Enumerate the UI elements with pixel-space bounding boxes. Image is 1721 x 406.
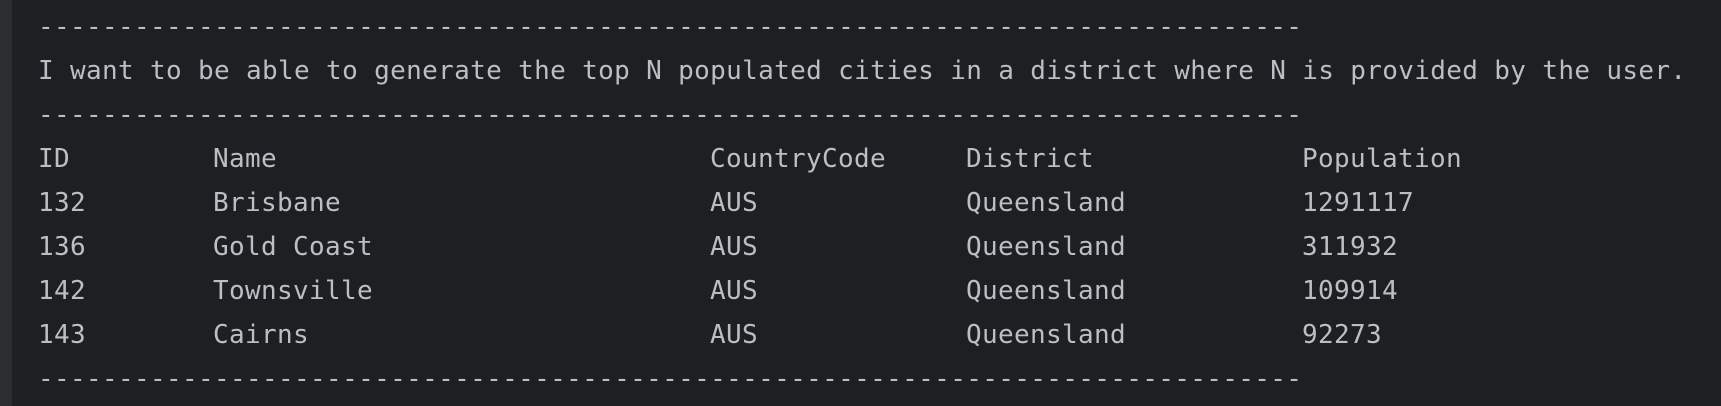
column-header-district: District bbox=[966, 144, 1095, 174]
table-header-row: ID Name CountryCode District Population bbox=[0, 137, 1721, 181]
column-header-countrycode: CountryCode bbox=[710, 144, 887, 174]
cell-district: Queensland bbox=[966, 232, 1127, 262]
cell-district: Queensland bbox=[966, 320, 1127, 350]
cell-id: 143 bbox=[38, 320, 87, 350]
cell-population: 1291117 bbox=[1302, 188, 1415, 218]
cell-countrycode: AUS bbox=[710, 320, 759, 350]
cell-countrycode: AUS bbox=[710, 276, 759, 306]
cell-name: Gold Coast bbox=[213, 232, 374, 262]
column-header-id: ID bbox=[38, 144, 71, 174]
cell-name: Brisbane bbox=[213, 188, 342, 218]
table-row: 132 Brisbane AUS Queensland 1291117 bbox=[0, 181, 1721, 225]
cell-countrycode: AUS bbox=[710, 232, 759, 262]
separator-line-top: ----------------------------------------… bbox=[38, 12, 1303, 42]
cell-population: 92273 bbox=[1302, 320, 1383, 350]
cell-population: 109914 bbox=[1302, 276, 1399, 306]
separator-line-bottom: ----------------------------------------… bbox=[38, 364, 1303, 394]
cell-id: 142 bbox=[38, 276, 87, 306]
cell-population: 311932 bbox=[1302, 232, 1399, 262]
column-header-name: Name bbox=[213, 144, 278, 174]
editor-gutter bbox=[0, 0, 12, 406]
cell-district: Queensland bbox=[966, 188, 1127, 218]
cell-district: Queensland bbox=[966, 276, 1127, 306]
cell-id: 136 bbox=[38, 232, 87, 262]
cell-id: 132 bbox=[38, 188, 87, 218]
table-row: 143 Cairns AUS Queensland 92273 bbox=[0, 313, 1721, 357]
cell-name: Cairns bbox=[213, 320, 310, 350]
cell-countrycode: AUS bbox=[710, 188, 759, 218]
separator-line-middle: ----------------------------------------… bbox=[38, 100, 1303, 130]
table-row: 142 Townsville AUS Queensland 109914 bbox=[0, 269, 1721, 313]
heading-text: I want to be able to generate the top N … bbox=[38, 56, 1687, 86]
table-row: 136 Gold Coast AUS Queensland 311932 bbox=[0, 225, 1721, 269]
cell-name: Townsville bbox=[213, 276, 374, 306]
column-header-population: Population bbox=[1302, 144, 1463, 174]
